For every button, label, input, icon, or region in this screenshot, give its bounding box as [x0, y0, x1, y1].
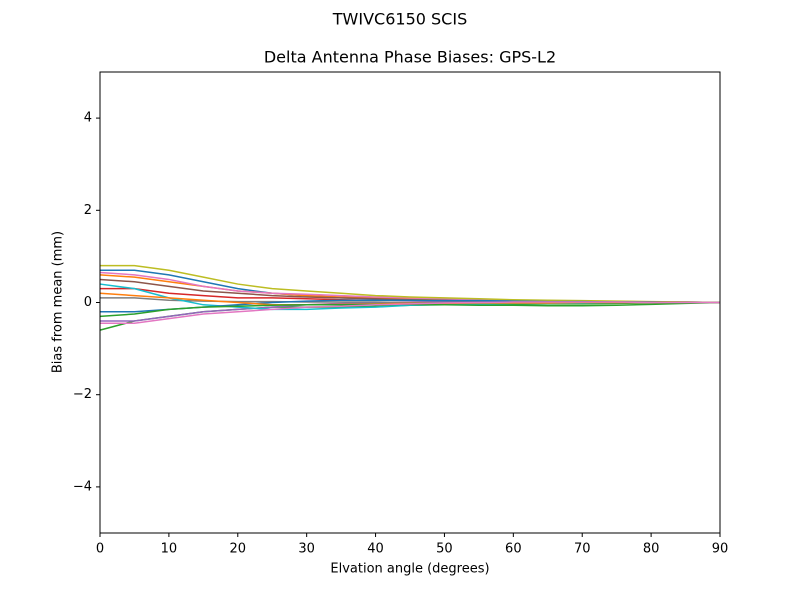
- y-tick-label: −2: [73, 387, 92, 402]
- series-line: [99, 271, 721, 304]
- series-line: [100, 264, 721, 304]
- x-tick-label: 10: [161, 542, 178, 557]
- x-tick-label: 20: [230, 542, 247, 557]
- x-tick-label: 30: [298, 542, 315, 557]
- series-line: [100, 301, 720, 324]
- y-tick-label: 4: [84, 111, 92, 126]
- x-tick-label: 70: [574, 542, 591, 557]
- x-tick-label: 60: [505, 542, 522, 557]
- x-tick-label: 80: [643, 542, 660, 557]
- x-tick-label: 90: [712, 542, 729, 557]
- suptitle: TWIVC6150 SCIS: [332, 10, 467, 29]
- plot-frame: [99, 71, 721, 534]
- series-line: [99, 301, 720, 331]
- y-tick-label: 2: [84, 203, 92, 218]
- y-tick-label: 0: [84, 295, 92, 310]
- y-tick-label: −4: [73, 479, 92, 494]
- x-tick-label: 0: [96, 542, 104, 557]
- x-tick-label: 40: [367, 542, 384, 557]
- x-axis-label: Elvation angle (degrees): [330, 562, 489, 577]
- chart-title: Delta Antenna Phase Biases: GPS-L2: [264, 48, 556, 67]
- x-tick-label: 50: [436, 542, 453, 557]
- y-axis-label: Bias from mean (mm): [51, 231, 66, 373]
